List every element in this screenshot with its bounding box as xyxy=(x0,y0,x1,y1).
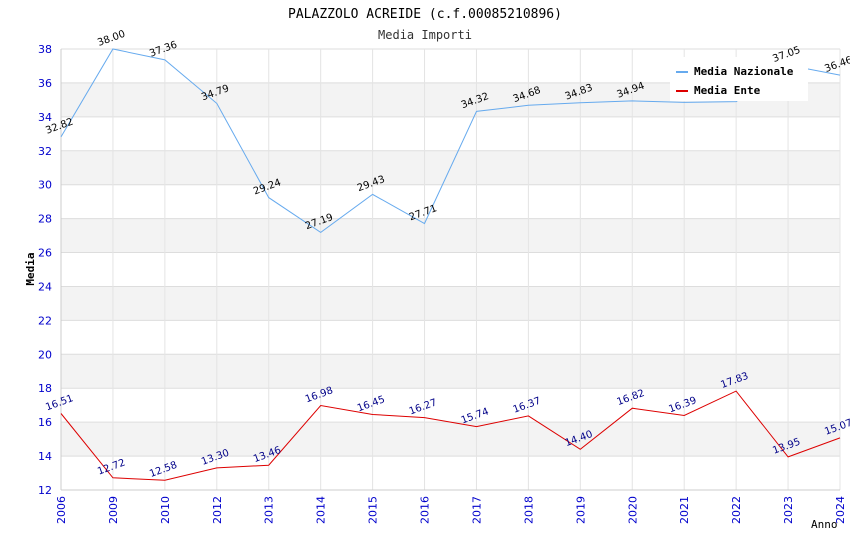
legend-label-media-ente: Media Ente xyxy=(694,84,761,97)
y-tick-label: 28 xyxy=(38,213,52,226)
x-tick-label: 2013 xyxy=(263,496,276,524)
x-tick-label: 2018 xyxy=(522,496,535,524)
y-tick-label: 12 xyxy=(38,484,52,497)
x-tick-label: 2019 xyxy=(574,496,587,524)
y-tick-label: 18 xyxy=(38,382,52,395)
y-tick-label: 30 xyxy=(38,179,52,192)
axes xyxy=(60,49,840,491)
y-tick-label: 38 xyxy=(38,43,52,56)
x-tick-label: 2010 xyxy=(159,496,172,524)
x-tick-label: 2022 xyxy=(730,496,743,524)
x-tick-label: 2017 xyxy=(470,496,483,524)
y-tick-label: 26 xyxy=(38,247,52,260)
y-axis-label: Media xyxy=(24,252,37,285)
legend-box xyxy=(670,57,808,101)
y-tick-label: 14 xyxy=(38,450,52,463)
x-tick-label: 2006 xyxy=(55,496,68,524)
grid-band xyxy=(61,286,840,321)
grid-band xyxy=(61,422,840,457)
x-tick-label: 2021 xyxy=(678,496,691,524)
series-line-media-ente xyxy=(60,390,841,481)
x-tick-label: 2014 xyxy=(315,496,328,524)
y-tick-label: 34 xyxy=(38,111,52,124)
x-tick-label: 2023 xyxy=(782,496,795,524)
y-axis-ticks: 12 14 16 18 20 22 24 26 28 30 32 34 36 38 xyxy=(38,43,52,497)
y-tick-label: 24 xyxy=(38,280,52,293)
legend-label-media-nazionale: Media Nazionale xyxy=(694,65,794,78)
grid-band xyxy=(61,354,840,389)
y-tick-label: 32 xyxy=(38,145,52,158)
y-tick-label: 16 xyxy=(38,416,52,429)
y-tick-label: 20 xyxy=(38,348,52,361)
series-line-media-nazionale xyxy=(60,48,841,234)
x-tick-label: 2024 xyxy=(834,496,847,524)
y-tick-label: 22 xyxy=(38,314,52,327)
x-tick-label: 2009 xyxy=(107,496,120,524)
x-tick-label: 2020 xyxy=(626,496,639,524)
chart-subtitle: Media Importi xyxy=(378,28,472,42)
x-axis-label: Anno xyxy=(811,518,838,531)
chart-title: PALAZZOLO ACREIDE (c.f.00085210896) xyxy=(288,7,562,22)
x-axis-ticks: 2006 2009 2010 2012 2013 2014 2015 2016 2017 2018… xyxy=(55,496,847,524)
grid-band xyxy=(61,218,840,253)
x-tick-label: 2016 xyxy=(419,496,432,524)
series-lines xyxy=(60,48,841,481)
x-tick-label: 2015 xyxy=(367,496,380,524)
x-tick-label: 2012 xyxy=(211,496,224,524)
legend: Media Nazionale Media Ente xyxy=(670,57,808,101)
y-tick-label: 36 xyxy=(38,77,52,90)
